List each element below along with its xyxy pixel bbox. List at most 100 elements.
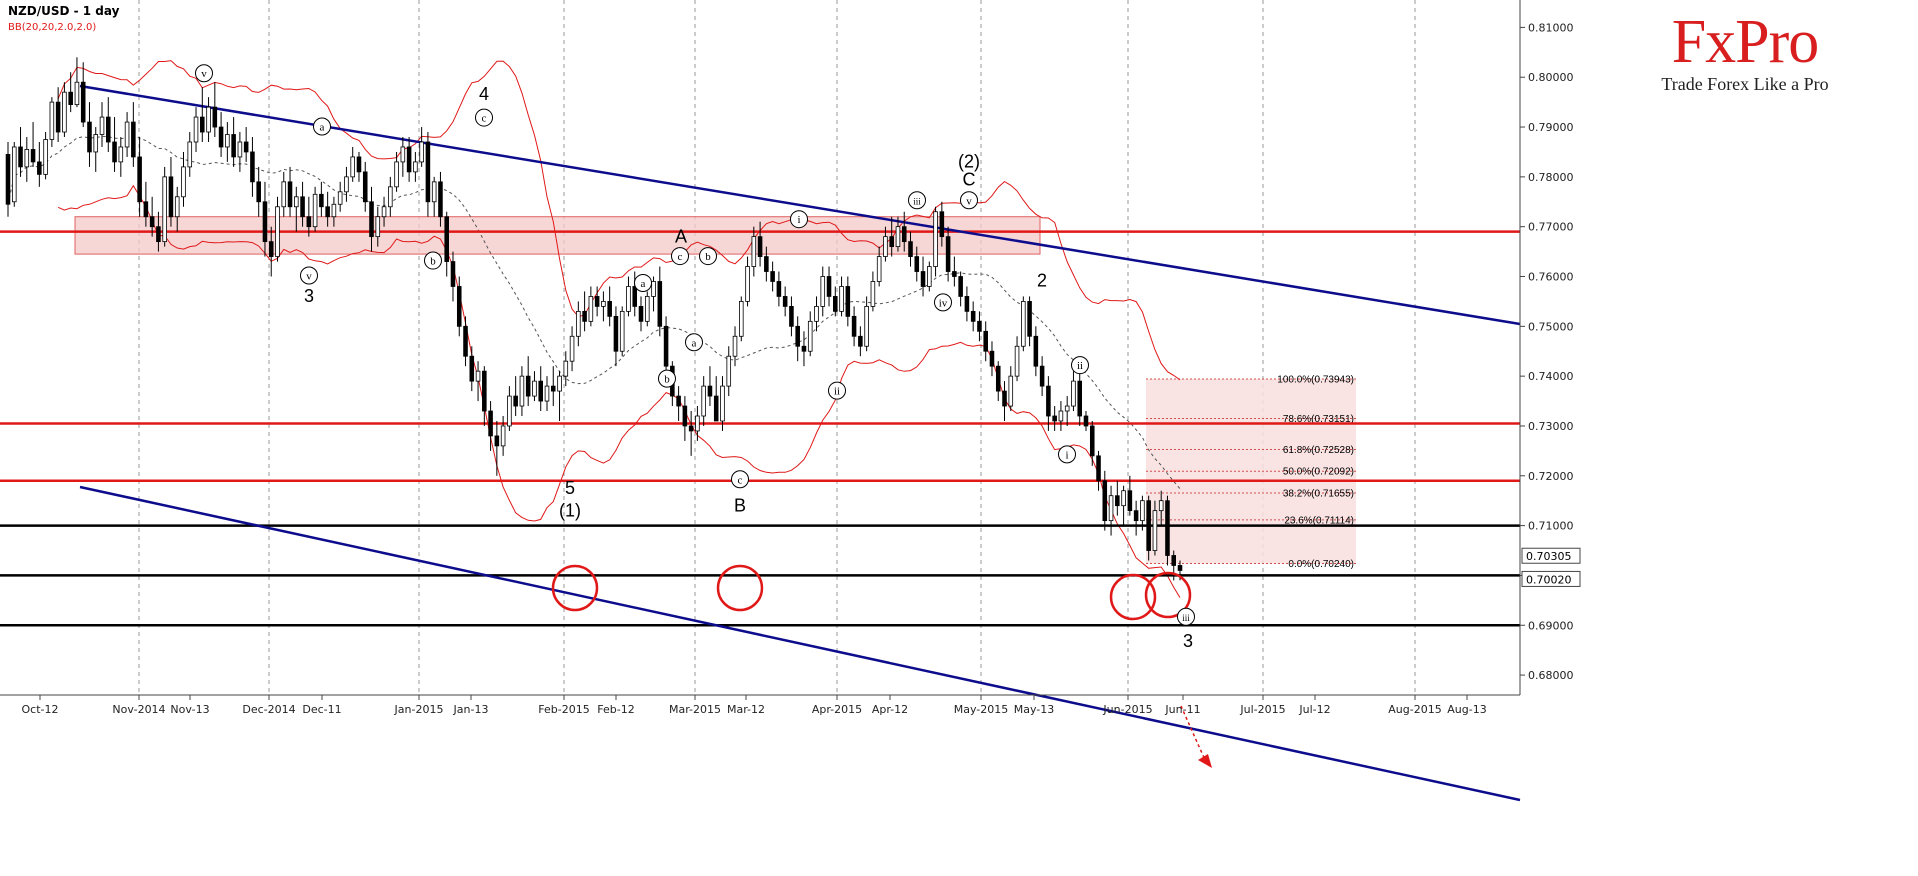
- bearish-candle: [231, 134, 236, 158]
- bearish-candle: [1127, 490, 1133, 512]
- bearish-candle: [131, 121, 136, 158]
- bullish-candle: [720, 385, 725, 422]
- wave-label: C: [963, 169, 976, 189]
- bullish-candle: [576, 310, 581, 337]
- bullish-candle: [651, 281, 656, 297]
- bearish-candle: [80, 81, 86, 123]
- bullish-candle: [701, 385, 706, 417]
- bearish-candle: [582, 310, 587, 322]
- chart-title: NZD/USD - 1 day: [8, 4, 120, 18]
- bearish-candle: [250, 151, 255, 183]
- bearish-candle: [87, 121, 92, 153]
- fibonacci-level-label: 50.0%(0.72092): [1283, 467, 1354, 478]
- bullish-candle: [1121, 490, 1126, 507]
- x-tick-label: Feb-12: [597, 703, 634, 716]
- wave-label: 3: [304, 286, 314, 306]
- highlight-circle: [716, 564, 764, 612]
- x-tick-label: Dec-11: [302, 703, 341, 716]
- bearish-candle: [494, 435, 500, 447]
- bearish-candle: [1133, 510, 1139, 522]
- bearish-candle: [300, 196, 305, 218]
- bullish-candle: [350, 156, 355, 178]
- brand-name: FxPro: [1671, 8, 1820, 76]
- bullish-candle: [820, 276, 826, 307]
- bullish-candle: [1152, 510, 1158, 551]
- bullish-candle: [174, 196, 180, 218]
- wave-label-circle: [685, 333, 703, 352]
- x-tick-label: May-2015: [954, 703, 1009, 716]
- bullish-candle: [193, 116, 199, 143]
- bullish-candle: [1064, 405, 1070, 412]
- bullish-candle: [413, 161, 418, 173]
- x-tick-label: Jan-13: [453, 703, 489, 716]
- bearish-candle: [1171, 555, 1177, 566]
- bearish-candle: [1002, 390, 1007, 407]
- bearish-candle: [607, 301, 612, 317]
- wave-label-circle: [658, 369, 676, 388]
- bearish-candle: [964, 296, 970, 312]
- bearish-candle: [5, 154, 11, 205]
- bullish-candle: [569, 335, 575, 362]
- wave-label: ii: [1077, 360, 1083, 372]
- bearish-candle: [638, 305, 644, 322]
- bearish-candle: [989, 350, 995, 367]
- bearish-candle: [212, 106, 218, 128]
- bearish-candle: [18, 146, 23, 168]
- bearish-candle: [776, 281, 782, 297]
- bearish-candle: [1096, 455, 1101, 482]
- bearish-candle: [525, 375, 531, 397]
- bullish-candle: [99, 116, 105, 135]
- bullish-candle: [927, 266, 932, 287]
- highlight-circle: [551, 564, 599, 612]
- bullish-candle: [1008, 375, 1014, 407]
- x-tick-label: Mar-12: [727, 703, 765, 716]
- indicator-label: BB(20,20,2.0,2.0): [8, 22, 97, 33]
- wave-label: ii: [834, 386, 840, 398]
- bearish-candle: [218, 126, 224, 148]
- bullish-candle: [475, 370, 481, 382]
- bearish-candle: [676, 395, 681, 407]
- bullish-candle: [500, 425, 506, 447]
- bullish-candle: [181, 166, 186, 198]
- wave-label-circle: [790, 210, 808, 229]
- highlight-circles: [551, 564, 1212, 768]
- bearish-candle: [325, 206, 330, 218]
- bearish-candle: [908, 241, 913, 257]
- x-tick-label: Nov-2014: [112, 703, 165, 716]
- bearish-candle: [632, 286, 638, 307]
- bearish-candle: [764, 256, 769, 272]
- bearish-candle: [268, 241, 274, 257]
- bearish-candle: [983, 330, 988, 352]
- bullish-candle: [732, 335, 738, 357]
- wave-label: v: [966, 195, 972, 207]
- bullish-candle: [519, 375, 525, 407]
- bullish-candle: [225, 134, 230, 148]
- wave-label-circle: [731, 470, 749, 489]
- x-tick-label: Jun-2015: [1102, 703, 1152, 716]
- bullish-candle: [544, 385, 550, 402]
- bearish-candle: [319, 193, 324, 208]
- bearish-candle: [858, 335, 863, 347]
- bearish-candle: [143, 201, 149, 218]
- bearish-candle: [137, 156, 142, 203]
- bearish-candle: [149, 216, 155, 228]
- bearish-candle: [682, 405, 688, 427]
- wave-label-circle: [1071, 356, 1089, 375]
- wave-label: c: [678, 251, 683, 263]
- bullish-candle: [74, 81, 80, 106]
- bullish-candle: [864, 305, 869, 347]
- bullish-candle: [870, 281, 876, 307]
- bullish-candle: [1058, 410, 1064, 422]
- wave-label-circle: [300, 266, 318, 285]
- bullish-candle: [118, 146, 124, 163]
- bearish-candle: [770, 271, 775, 282]
- wave-label: 3: [1183, 631, 1193, 651]
- bearish-candle: [37, 161, 42, 175]
- x-tick-label: Jun-11: [1164, 703, 1200, 716]
- bullish-candle: [93, 134, 99, 153]
- y-tick-label: 0.71000: [1528, 520, 1574, 533]
- wave-label-circle: [934, 293, 952, 312]
- bullish-candle: [394, 161, 399, 188]
- bullish-candle: [388, 186, 393, 208]
- wave-label: c: [482, 113, 487, 125]
